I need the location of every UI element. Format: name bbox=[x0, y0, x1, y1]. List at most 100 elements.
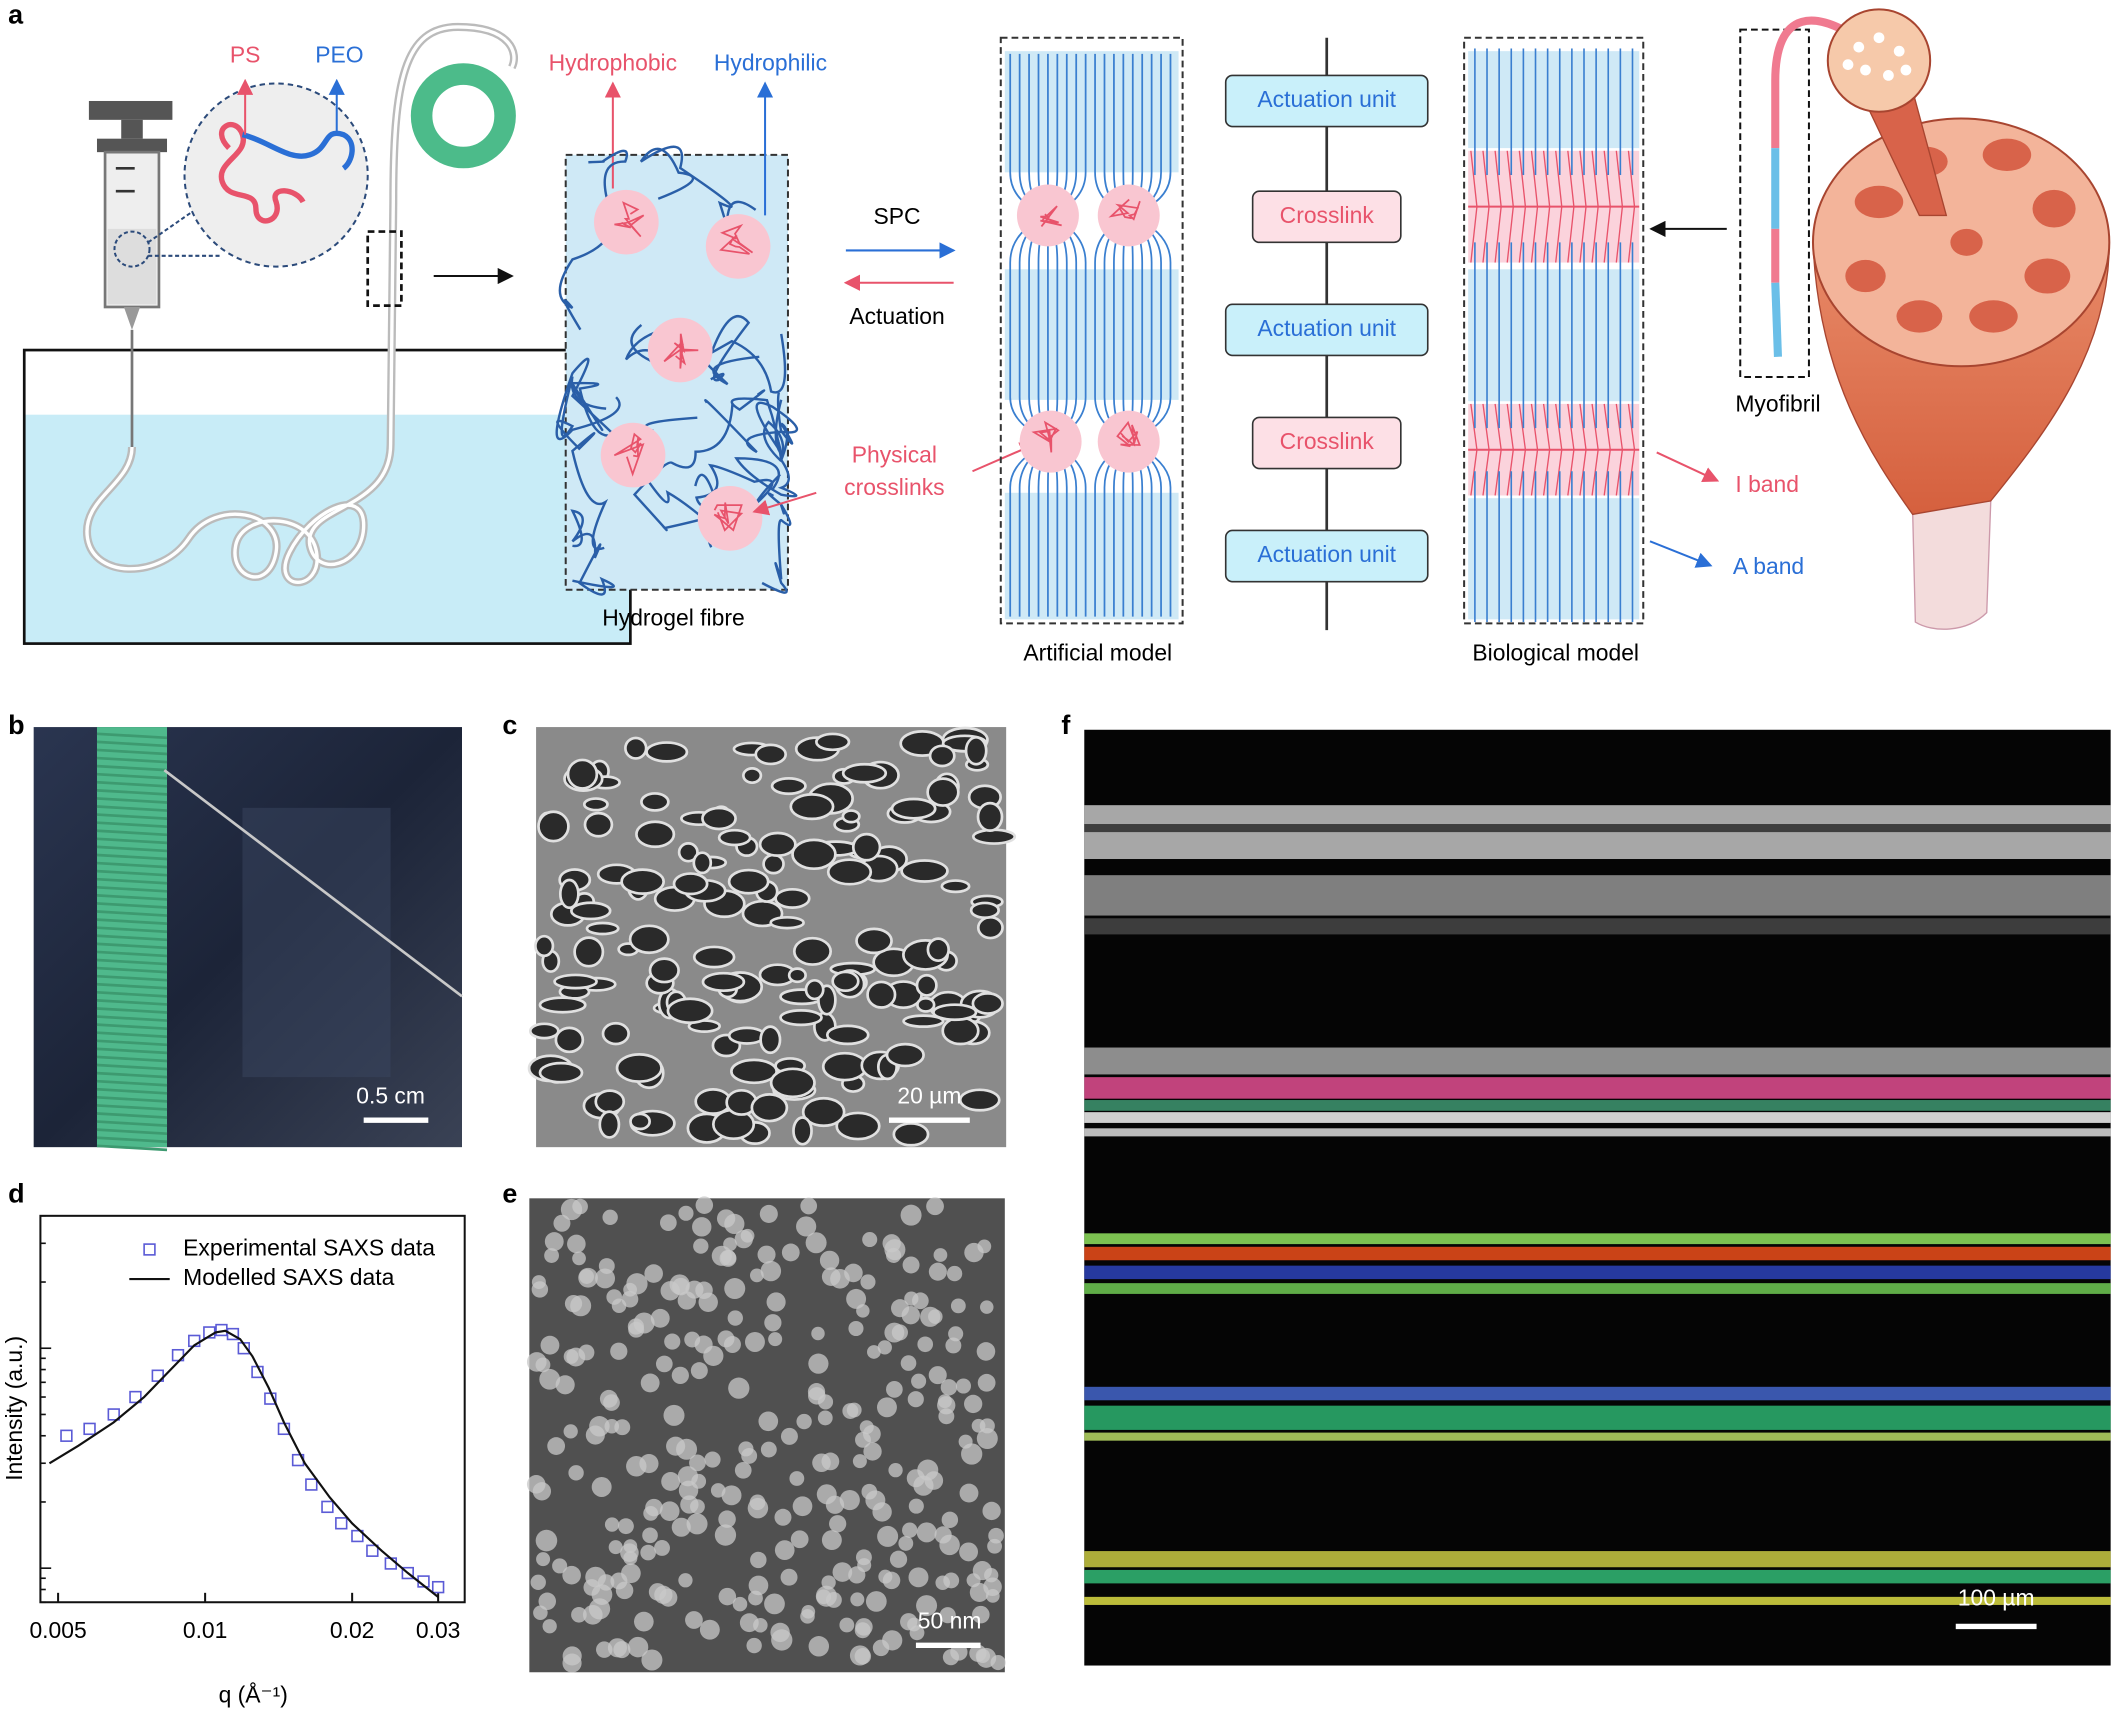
scale-bar-label: 20 µm bbox=[897, 1082, 961, 1108]
micelle bbox=[654, 1540, 670, 1556]
micelle bbox=[961, 1443, 983, 1465]
coil-turn bbox=[96, 1063, 168, 1071]
unit-label: Actuation unit bbox=[1257, 86, 1396, 112]
micelle bbox=[937, 1394, 952, 1409]
a-band-label: A band bbox=[1733, 553, 1804, 579]
band bbox=[1004, 51, 1179, 173]
micelle bbox=[664, 1333, 681, 1350]
micelle bbox=[825, 1592, 842, 1608]
micelle bbox=[744, 1332, 765, 1352]
pore bbox=[769, 1067, 816, 1099]
micelle bbox=[972, 1605, 990, 1624]
micelle bbox=[542, 1619, 557, 1634]
pore bbox=[742, 767, 763, 785]
band bbox=[1004, 492, 1179, 620]
micelle bbox=[966, 1573, 981, 1588]
pore bbox=[692, 945, 736, 969]
micelle bbox=[758, 1411, 779, 1432]
micelle bbox=[987, 1538, 1002, 1554]
crosslinks-label: crosslinks bbox=[844, 474, 944, 500]
hydrogel-fibre-label: Hydrogel fibre bbox=[602, 604, 744, 630]
micelle bbox=[764, 1593, 785, 1615]
polarized-micrograph bbox=[1084, 729, 2111, 1666]
pore bbox=[570, 901, 612, 921]
x-tick-label: 0.03 bbox=[416, 1617, 461, 1643]
pore bbox=[826, 858, 873, 886]
micelle bbox=[855, 1431, 871, 1448]
micelle bbox=[602, 1209, 618, 1225]
pore bbox=[821, 1051, 868, 1082]
coil-turn bbox=[96, 1144, 168, 1152]
micelle bbox=[900, 1355, 917, 1371]
data-point bbox=[401, 1566, 414, 1580]
micelle bbox=[532, 1482, 552, 1501]
micelle bbox=[948, 1326, 964, 1342]
micelle bbox=[747, 1497, 769, 1519]
micelle bbox=[959, 1542, 979, 1562]
micelle bbox=[792, 1496, 813, 1517]
micelle bbox=[878, 1569, 893, 1584]
micelle bbox=[907, 1391, 924, 1408]
data-point bbox=[107, 1408, 120, 1421]
fibre-stripe bbox=[1084, 1100, 2111, 1111]
polymer-chain bbox=[698, 315, 787, 394]
micelle bbox=[535, 1529, 558, 1552]
fibre-stripe bbox=[1084, 1112, 2111, 1123]
coil-turn bbox=[96, 780, 168, 788]
micelle bbox=[935, 1575, 950, 1590]
micelle bbox=[693, 1238, 709, 1254]
crosslink-box bbox=[1251, 416, 1402, 470]
data-point bbox=[83, 1422, 96, 1436]
arrow bbox=[1649, 540, 1713, 568]
micelle bbox=[848, 1320, 864, 1337]
micelle bbox=[964, 1394, 983, 1414]
micelle bbox=[984, 1568, 999, 1583]
ps-core bbox=[1031, 420, 1060, 453]
pore bbox=[774, 887, 811, 909]
a-band bbox=[1468, 51, 1640, 149]
coil-turn bbox=[96, 894, 168, 901]
micelle bbox=[955, 1378, 972, 1394]
fibre-stripe bbox=[1084, 1551, 2111, 1568]
data-point bbox=[129, 1390, 142, 1404]
micelle bbox=[959, 1483, 979, 1503]
micelle bbox=[920, 1306, 941, 1327]
micelle bbox=[859, 1420, 874, 1435]
pore bbox=[915, 973, 938, 997]
micelle bbox=[568, 1465, 584, 1481]
artificial-model bbox=[999, 36, 1184, 625]
unit-label: Crosslink bbox=[1280, 428, 1375, 454]
pore bbox=[940, 879, 971, 894]
fibre-stripe bbox=[1084, 1246, 2111, 1261]
pore bbox=[890, 797, 937, 820]
micelle bbox=[686, 1513, 708, 1535]
model-line bbox=[48, 1329, 439, 1598]
micelle bbox=[641, 1649, 663, 1671]
micelle bbox=[634, 1611, 654, 1632]
coil-turn bbox=[96, 1007, 168, 1014]
coil-turn bbox=[96, 764, 168, 772]
micelle bbox=[643, 1505, 659, 1521]
micelle bbox=[808, 1636, 830, 1657]
micelle bbox=[678, 1205, 694, 1221]
micelle bbox=[689, 1454, 706, 1472]
legend-marker bbox=[143, 1243, 156, 1256]
micelle bbox=[721, 1485, 742, 1506]
legend-label: Experimental SAXS data bbox=[183, 1235, 435, 1261]
micelle bbox=[808, 1353, 829, 1374]
micelle bbox=[891, 1299, 910, 1318]
i-band-label: I band bbox=[1735, 471, 1799, 497]
scale-bar-label: 100 µm bbox=[1958, 1585, 2035, 1611]
fibre-stripe bbox=[1084, 1569, 2111, 1584]
coil-turn bbox=[96, 1015, 168, 1022]
coil-turn bbox=[96, 1039, 168, 1047]
micelle bbox=[886, 1247, 902, 1263]
micelle bbox=[979, 1418, 995, 1434]
pore bbox=[566, 758, 599, 790]
pore bbox=[770, 777, 807, 796]
arrow bbox=[752, 491, 817, 516]
micelle bbox=[796, 1216, 817, 1237]
fibre-stripe bbox=[1084, 1405, 2111, 1430]
micelle bbox=[917, 1336, 934, 1353]
